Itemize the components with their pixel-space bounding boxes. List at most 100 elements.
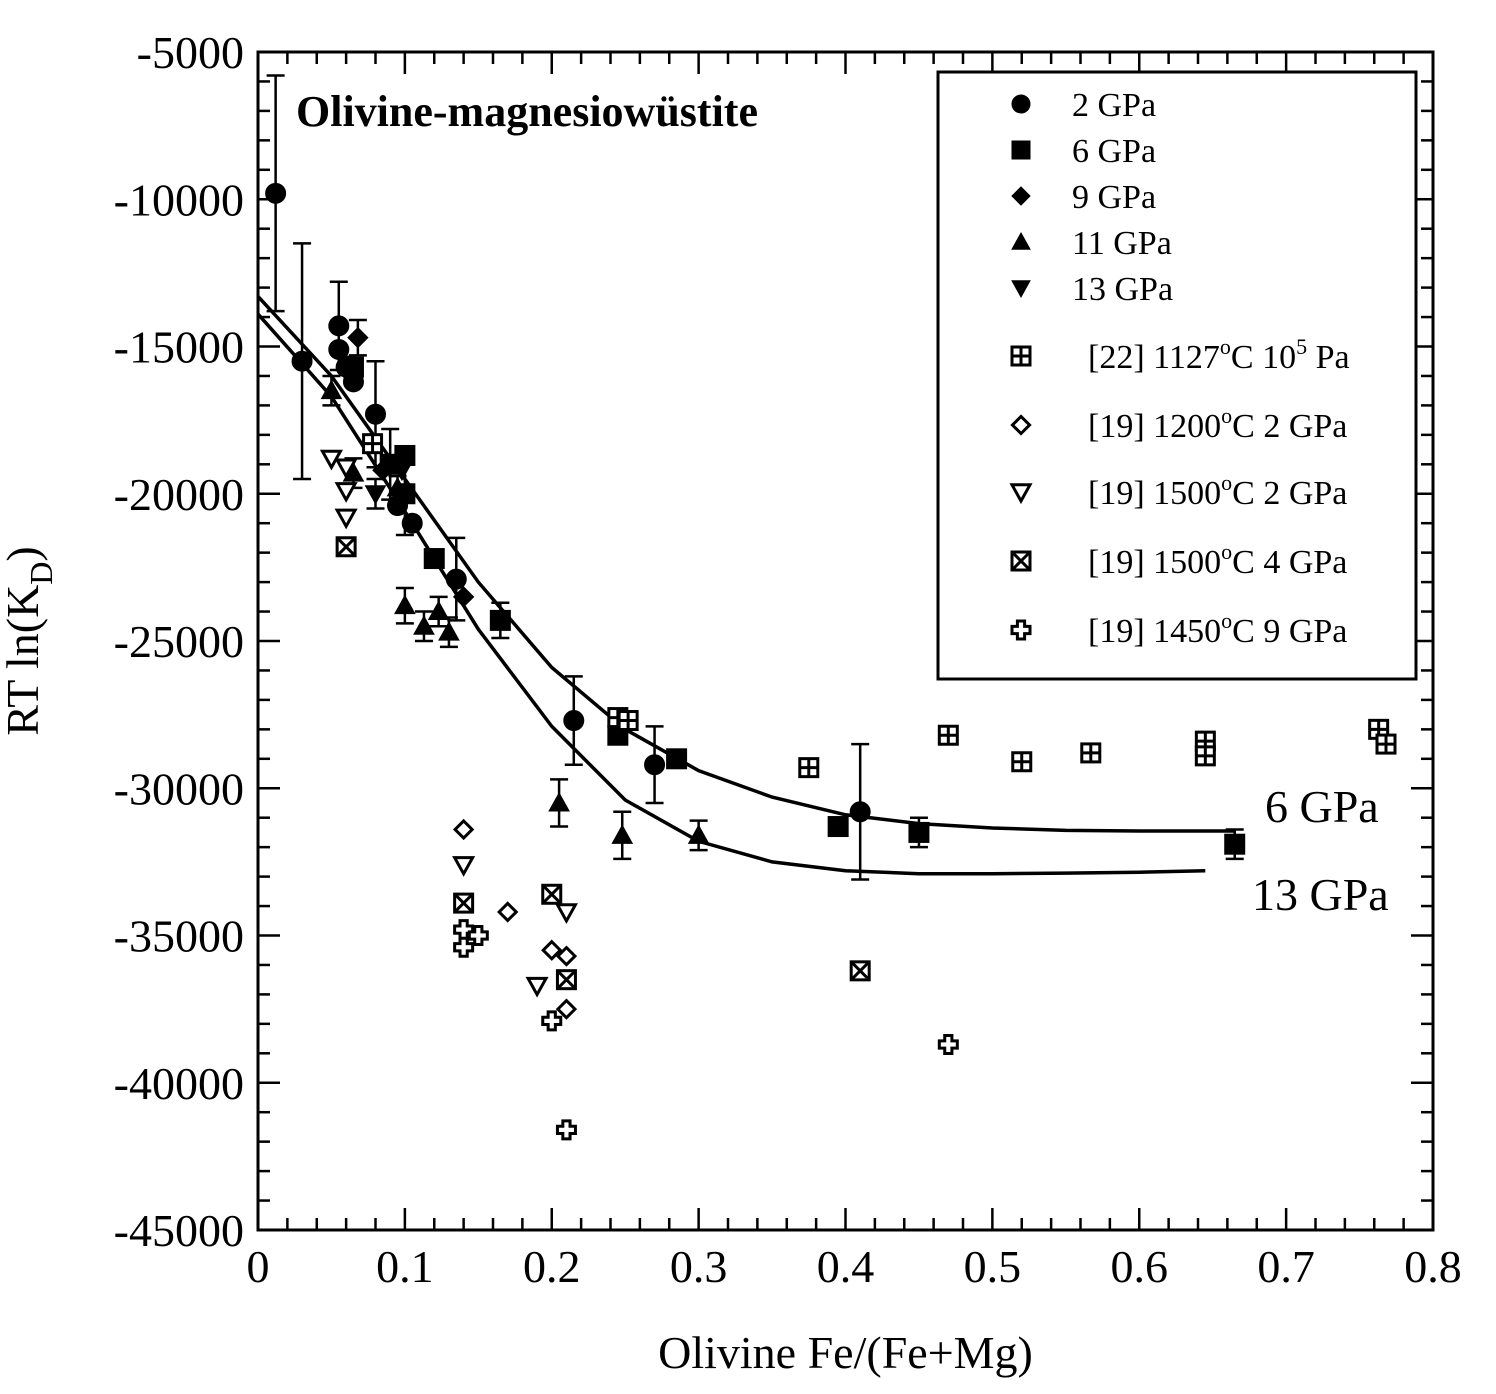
point-series-4	[391, 461, 413, 482]
legend-marker-0	[1011, 94, 1031, 114]
legend-label-2: 9 GPa	[1072, 179, 1156, 216]
point-series-3	[687, 824, 710, 844]
point-series-4	[335, 355, 357, 376]
point-series-1	[827, 816, 849, 838]
point-series-8	[555, 969, 577, 991]
y-tick-label: -45000	[114, 1205, 244, 1256]
y-axis-label-end: )	[0, 546, 48, 561]
legend-label-part: o	[1221, 470, 1232, 495]
y-axis-label-subscript: D	[23, 562, 59, 585]
x-tick-label: 0	[247, 1241, 270, 1292]
legend-marker-9	[1010, 619, 1032, 641]
point-series-9	[453, 936, 475, 958]
y-tick-label: -20000	[114, 469, 244, 520]
point-series-7	[452, 856, 476, 877]
data-points	[265, 182, 1397, 1141]
legend-label-0: 2 GPa	[1072, 87, 1156, 124]
point-series-5	[1375, 733, 1397, 755]
point-series-2	[452, 586, 475, 608]
point-series-7	[334, 482, 358, 503]
point-series-0	[291, 350, 313, 372]
legend-marker-5	[1010, 345, 1032, 367]
legend-label-part: C 4 GPa	[1232, 544, 1347, 581]
point-series-3	[427, 600, 450, 621]
point-series-7	[334, 458, 358, 480]
legend-label-part: C 2 GPa	[1232, 475, 1347, 512]
point-series-5	[617, 710, 639, 732]
point-series-8	[849, 960, 871, 982]
point-series-0	[849, 801, 871, 823]
legend-label-part: [19] 1450	[1088, 613, 1221, 650]
point-series-1	[1224, 833, 1246, 855]
x-tick-label: 0.6	[1111, 1241, 1169, 1292]
point-series-2	[347, 326, 369, 349]
legend-label-7: [19] 1500oC 2 GPa	[1088, 470, 1347, 512]
legend-label-5: [22] 1127oC 105 Pa	[1088, 334, 1350, 376]
point-series-7	[525, 976, 549, 998]
legend-marker-4	[1011, 280, 1031, 299]
point-series-0	[563, 710, 585, 732]
point-series-6	[452, 818, 475, 841]
y-tick-label: -40000	[114, 1058, 244, 1109]
legend-label-9: [19] 1450oC 9 GPa	[1088, 608, 1347, 650]
x-tick-label: 0.5	[964, 1241, 1022, 1292]
point-series-4	[364, 485, 387, 505]
point-series-0	[445, 568, 467, 590]
point-series-5	[937, 724, 959, 746]
legend-marker-8	[1010, 550, 1032, 572]
legend-label-part: [22] 1127	[1088, 339, 1220, 376]
point-series-3	[438, 621, 460, 641]
legend-label-part: o	[1220, 334, 1231, 359]
legend-label-6: [19] 1200oC 2 GPa	[1088, 403, 1347, 445]
legend-label-8: [19] 1500oC 4 GPa	[1088, 539, 1347, 581]
legend-box	[936, 70, 1418, 681]
fit-curve-0	[256, 295, 1235, 833]
point-series-3	[548, 791, 570, 812]
point-series-5	[1011, 751, 1033, 773]
point-series-3	[394, 594, 416, 615]
legend-label-1: 6 GPa	[1072, 133, 1156, 170]
plot-frame	[256, 50, 1435, 1232]
point-series-5	[1080, 742, 1102, 764]
legend-label-part: o	[1221, 403, 1232, 428]
tick-labels: 0 0.1 0.2 0.3 0.4 0.5 0.6 0.7 0.8 -5000 -10000 -150…	[114, 27, 1462, 1292]
x-tick-label: 0.3	[670, 1241, 728, 1292]
y-axis-label-main: RT ln(K	[0, 585, 48, 736]
point-series-9	[555, 1119, 577, 1141]
x-axis-label: Olivine Fe/(Fe+Mg)	[658, 1327, 1033, 1378]
point-series-5	[1194, 745, 1216, 767]
legend-label-part: o	[1221, 539, 1232, 564]
legend-marker-6	[1010, 414, 1032, 436]
legend-label-part: C 9 GPa	[1232, 613, 1347, 650]
x-tick-label: 0.1	[376, 1241, 434, 1292]
curve-label-13gpa: 13 GPa	[1252, 869, 1389, 920]
legend-label-part: 5	[1296, 334, 1307, 359]
point-series-3	[320, 379, 343, 400]
point-series-1	[423, 548, 445, 570]
point-series-0	[644, 754, 666, 776]
legend-label-part: [19] 1200	[1088, 408, 1221, 445]
point-series-0	[401, 512, 423, 534]
point-series-6	[541, 939, 563, 961]
legend-label-part: o	[1221, 608, 1232, 633]
legend-label-4: 13 GPa	[1072, 271, 1173, 308]
legend-label-part: C 10	[1231, 339, 1296, 376]
point-series-0	[265, 182, 287, 204]
point-series-6	[497, 901, 519, 923]
point-series-9	[937, 1033, 959, 1055]
point-series-8	[541, 883, 563, 905]
y-tick-label: -30000	[114, 763, 244, 814]
point-series-9	[541, 1010, 563, 1032]
point-series-9	[467, 925, 489, 946]
y-tick-label: -10000	[114, 174, 244, 225]
point-series-0	[365, 403, 386, 425]
chart-title: Olivine-magnesiowüstite	[296, 87, 758, 136]
point-series-6	[555, 998, 578, 1020]
point-series-1	[489, 609, 511, 631]
point-series-5	[798, 757, 820, 779]
axis-ticks	[256, 50, 1435, 1232]
x-tick-label: 0.4	[817, 1241, 875, 1292]
point-series-7	[554, 903, 578, 925]
